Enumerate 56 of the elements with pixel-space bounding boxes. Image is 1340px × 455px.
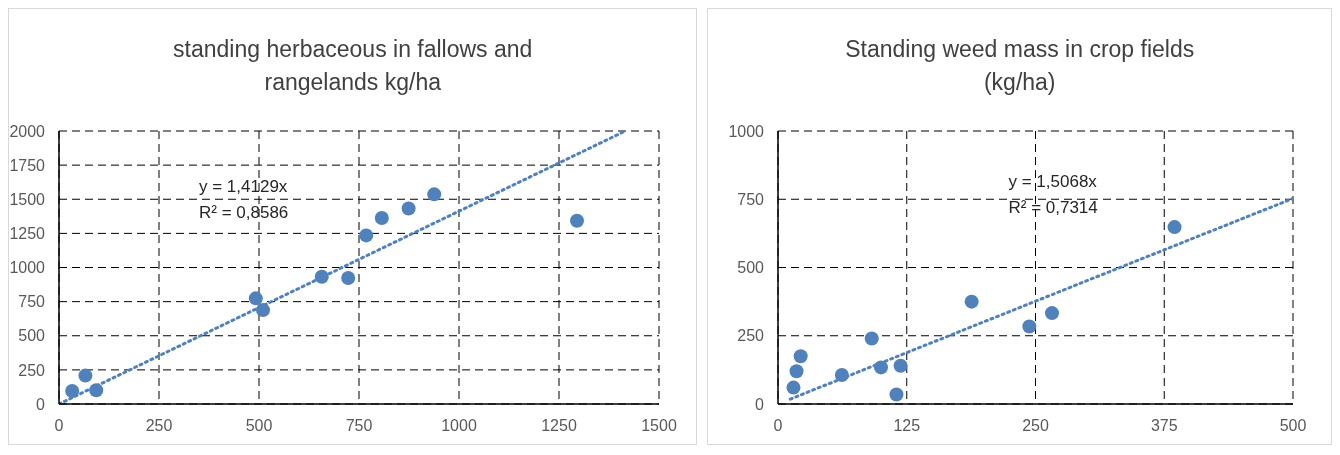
point xyxy=(89,383,104,398)
y-tick-label: 250 xyxy=(18,361,46,379)
y-tick-label: 1750 xyxy=(9,156,46,174)
y-tick-label: 2000 xyxy=(9,122,46,140)
point xyxy=(359,228,374,243)
point xyxy=(65,384,80,399)
point xyxy=(78,368,93,383)
x-tick-label: 1000 xyxy=(441,417,477,435)
point xyxy=(1022,319,1037,334)
point xyxy=(790,364,805,379)
annotation: y = 1,4129x xyxy=(199,176,289,198)
point xyxy=(256,303,270,318)
y-tick-label: 1000 xyxy=(728,122,765,140)
x-tick-label: 125 xyxy=(893,417,921,435)
annotation: R² = 0,8586 xyxy=(199,202,289,224)
x-tick-label: 500 xyxy=(1280,417,1307,435)
chart-title: Standing weed mass in crop fields (kg/ha) xyxy=(844,35,1196,97)
point xyxy=(341,271,356,286)
point xyxy=(865,331,880,346)
point xyxy=(1045,306,1060,321)
point xyxy=(401,201,416,216)
y-tick-label: 750 xyxy=(737,190,765,208)
annotation: R² = 0,7314 xyxy=(1008,197,1098,219)
point xyxy=(874,360,889,375)
y-tick-label: 750 xyxy=(18,293,46,311)
x-tick-label: 1250 xyxy=(541,417,577,435)
point xyxy=(248,291,263,306)
chart-title: standing herbaceous in fallows and rangelands kg/ha xyxy=(172,35,534,97)
y-tick-label: 250 xyxy=(737,327,765,345)
y-tick-label: 1500 xyxy=(9,190,46,208)
y-tick-label: 0 xyxy=(755,395,765,413)
x-tick-label: 0 xyxy=(54,417,64,435)
point xyxy=(889,387,904,402)
point xyxy=(894,358,909,373)
x-tick-label: 250 xyxy=(145,417,173,435)
x-tick-label: 375 xyxy=(1151,417,1179,435)
x-tick-label: 1500 xyxy=(641,417,677,435)
point xyxy=(374,210,389,225)
x-tick-label: 250 xyxy=(1022,417,1050,435)
x-tick-label: 500 xyxy=(245,417,273,435)
y-tick-label: 0 xyxy=(36,395,46,413)
point xyxy=(427,187,442,202)
annotation: y = 1,5068x xyxy=(1008,171,1098,193)
point xyxy=(965,294,980,309)
point xyxy=(570,213,584,228)
point xyxy=(1168,220,1183,235)
y-tick-label: 500 xyxy=(18,327,46,345)
y-tick-label: 1000 xyxy=(9,259,46,277)
point xyxy=(835,368,850,383)
point xyxy=(314,269,329,284)
y-tick-label: 1250 xyxy=(9,225,46,243)
x-tick-label: 750 xyxy=(345,417,373,435)
point xyxy=(794,349,809,364)
x-tick-label: 0 xyxy=(774,417,784,435)
y-tick-label: 500 xyxy=(737,259,765,277)
point xyxy=(786,380,801,395)
